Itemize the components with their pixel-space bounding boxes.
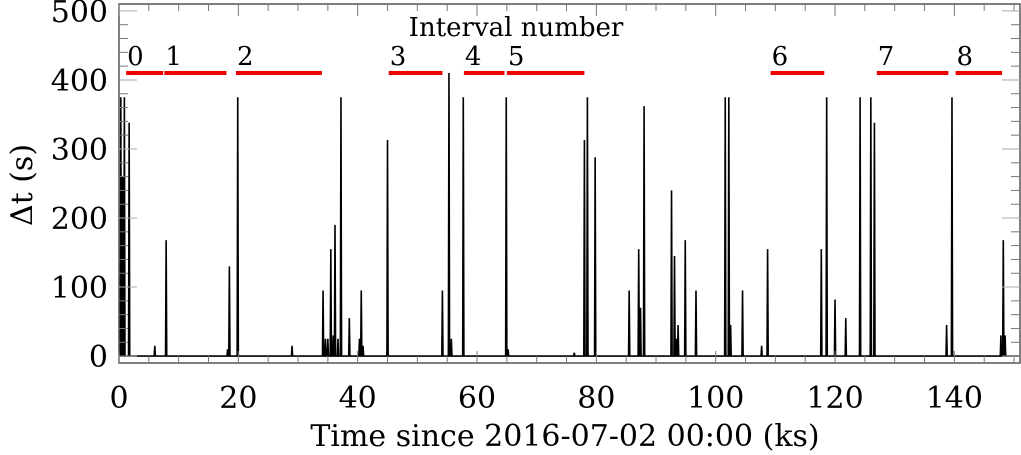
x-tick-label: 140 [926, 381, 983, 416]
delta-t-series [119, 73, 1020, 357]
interval-label: 4 [465, 42, 482, 72]
x-tick-label: 100 [687, 381, 744, 416]
plot-area [119, 73, 1020, 357]
x-tick-label: 0 [109, 381, 128, 416]
y-tick-label: 400 [51, 64, 108, 99]
interval-annotation-title: Interval number [409, 13, 624, 43]
interval-label: 7 [878, 42, 895, 72]
y-axis-title: Δt (s) [5, 144, 40, 226]
x-tick-label: 120 [806, 381, 863, 416]
x-tick-label: 60 [458, 381, 496, 416]
plot-frame [118, 3, 1021, 364]
interval-label: 5 [508, 42, 525, 72]
y-tick-label: 200 [51, 202, 108, 237]
y-tick-label: 0 [89, 340, 108, 375]
interval-label: 2 [237, 42, 254, 72]
interval-label: 1 [165, 42, 182, 72]
y-tick-label: 500 [51, 0, 108, 30]
interval-label: 0 [127, 42, 144, 72]
y-tick-label: 300 [51, 133, 108, 168]
interval-label: 8 [957, 42, 974, 72]
x-tick-label: 80 [577, 381, 615, 416]
interval-label: 6 [772, 42, 789, 72]
x-tick-label: 40 [339, 381, 377, 416]
y-tick-label: 100 [51, 271, 108, 306]
x-tick-label: 20 [219, 381, 257, 416]
interval-label: 3 [390, 42, 407, 72]
x-axis-title: Time since 2016-07-02 00:00 (ks) [310, 419, 819, 454]
